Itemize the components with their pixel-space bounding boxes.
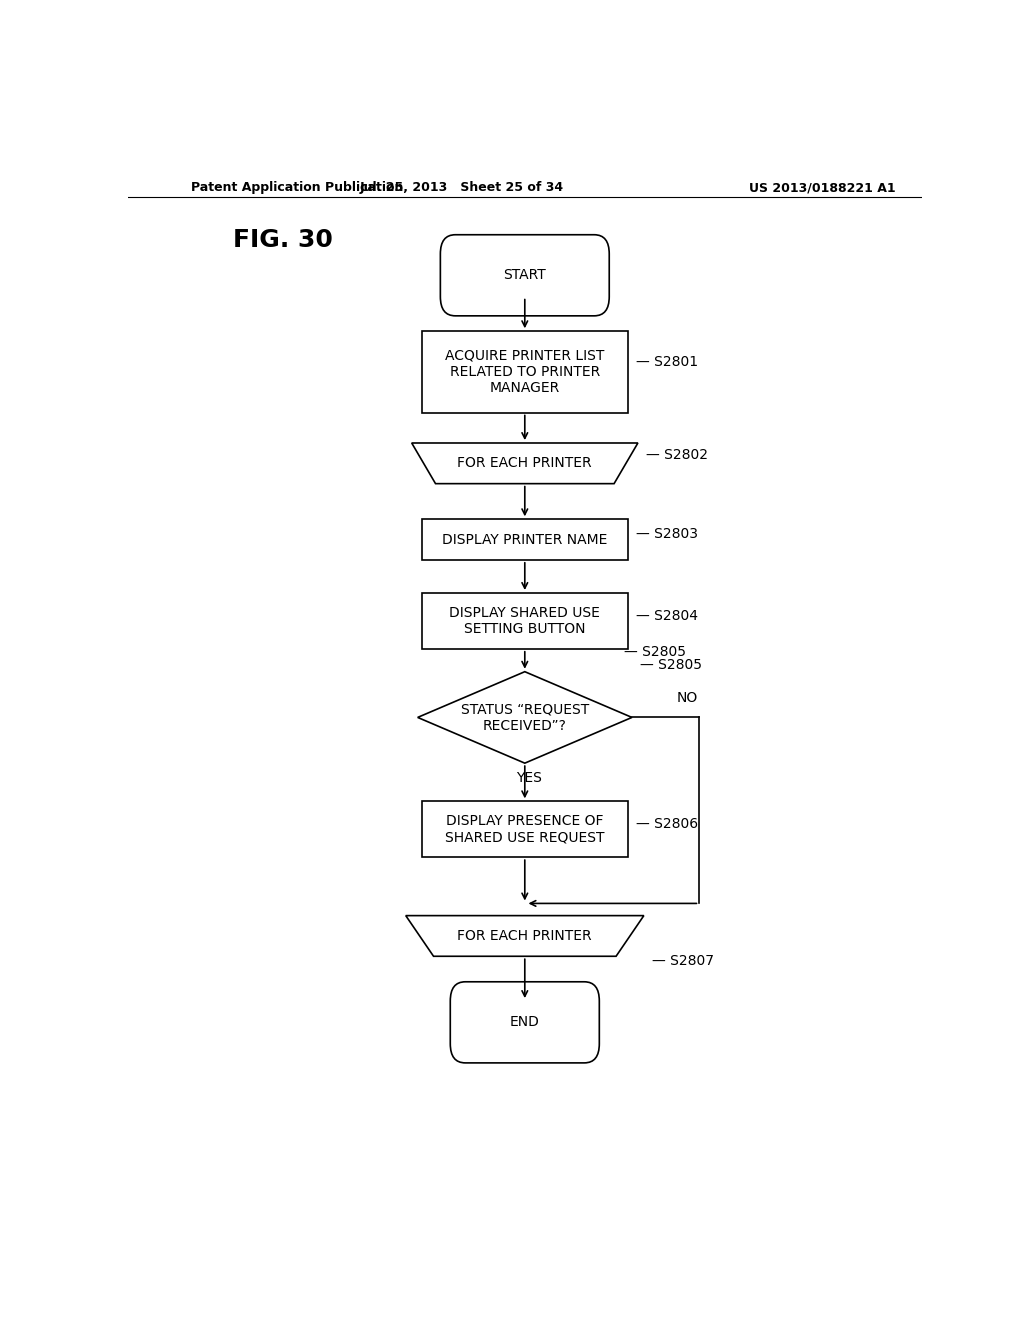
Text: FOR EACH PRINTER: FOR EACH PRINTER — [458, 929, 592, 942]
Text: — S2806: — S2806 — [636, 817, 698, 832]
FancyBboxPatch shape — [440, 235, 609, 315]
Bar — [422, 331, 628, 412]
Text: Patent Application Publication: Patent Application Publication — [191, 181, 403, 194]
Text: — S2801: — S2801 — [636, 355, 698, 368]
Polygon shape — [412, 444, 638, 483]
Text: — S2805: — S2805 — [640, 657, 701, 672]
Text: ACQUIRE PRINTER LIST
RELATED TO PRINTER
MANAGER: ACQUIRE PRINTER LIST RELATED TO PRINTER … — [445, 348, 604, 395]
Text: — S2804: — S2804 — [636, 609, 698, 623]
Text: NO: NO — [677, 692, 697, 705]
Text: US 2013/0188221 A1: US 2013/0188221 A1 — [750, 181, 896, 194]
Text: — S2807: — S2807 — [652, 954, 714, 969]
Text: YES: YES — [516, 771, 542, 785]
Polygon shape — [406, 916, 644, 956]
Text: Jul. 25, 2013   Sheet 25 of 34: Jul. 25, 2013 Sheet 25 of 34 — [359, 181, 563, 194]
Polygon shape — [418, 672, 632, 763]
Text: DISPLAY PRINTER NAME: DISPLAY PRINTER NAME — [442, 532, 607, 546]
Text: — S2805: — S2805 — [624, 645, 686, 660]
Text: START: START — [504, 268, 546, 282]
Text: — S2803: — S2803 — [636, 528, 698, 541]
FancyBboxPatch shape — [451, 982, 599, 1063]
Bar — [422, 593, 628, 649]
Text: FIG. 30: FIG. 30 — [232, 228, 333, 252]
Text: STATUS “REQUEST
RECEIVED”?: STATUS “REQUEST RECEIVED”? — [461, 702, 589, 733]
Text: — S2802: — S2802 — [646, 449, 708, 462]
Text: DISPLAY SHARED USE
SETTING BUTTON: DISPLAY SHARED USE SETTING BUTTON — [450, 606, 600, 636]
Bar — [422, 801, 628, 857]
Text: FOR EACH PRINTER: FOR EACH PRINTER — [458, 457, 592, 470]
Text: DISPLAY PRESENCE OF
SHARED USE REQUEST: DISPLAY PRESENCE OF SHARED USE REQUEST — [445, 814, 604, 845]
Text: END: END — [510, 1015, 540, 1030]
Bar — [422, 519, 628, 560]
